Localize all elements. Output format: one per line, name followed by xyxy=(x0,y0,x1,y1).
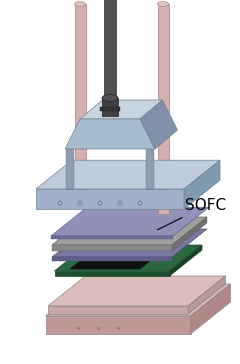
Polygon shape xyxy=(48,276,226,306)
Ellipse shape xyxy=(157,1,168,7)
Polygon shape xyxy=(51,236,173,239)
Bar xyxy=(102,98,118,116)
Ellipse shape xyxy=(102,95,118,102)
Polygon shape xyxy=(52,257,172,261)
Bar xyxy=(100,107,120,111)
Bar xyxy=(104,0,116,95)
Polygon shape xyxy=(66,149,74,189)
Polygon shape xyxy=(51,207,209,236)
Polygon shape xyxy=(146,149,154,189)
Polygon shape xyxy=(169,245,202,276)
Polygon shape xyxy=(54,271,169,276)
Polygon shape xyxy=(80,100,162,119)
Polygon shape xyxy=(70,247,168,269)
Polygon shape xyxy=(184,160,220,209)
Polygon shape xyxy=(36,189,184,209)
Polygon shape xyxy=(46,284,230,316)
Text: SOFC: SOFC xyxy=(157,198,226,230)
Polygon shape xyxy=(48,306,188,314)
Bar xyxy=(75,4,86,189)
Polygon shape xyxy=(54,245,202,271)
Ellipse shape xyxy=(74,1,85,7)
Polygon shape xyxy=(52,229,207,257)
Polygon shape xyxy=(65,119,155,149)
Polygon shape xyxy=(52,245,172,251)
Polygon shape xyxy=(188,276,226,314)
Bar xyxy=(158,4,169,214)
Polygon shape xyxy=(52,217,207,245)
Polygon shape xyxy=(36,160,220,189)
Polygon shape xyxy=(191,284,230,334)
Polygon shape xyxy=(46,316,191,334)
Polygon shape xyxy=(140,100,178,149)
Polygon shape xyxy=(172,217,207,251)
